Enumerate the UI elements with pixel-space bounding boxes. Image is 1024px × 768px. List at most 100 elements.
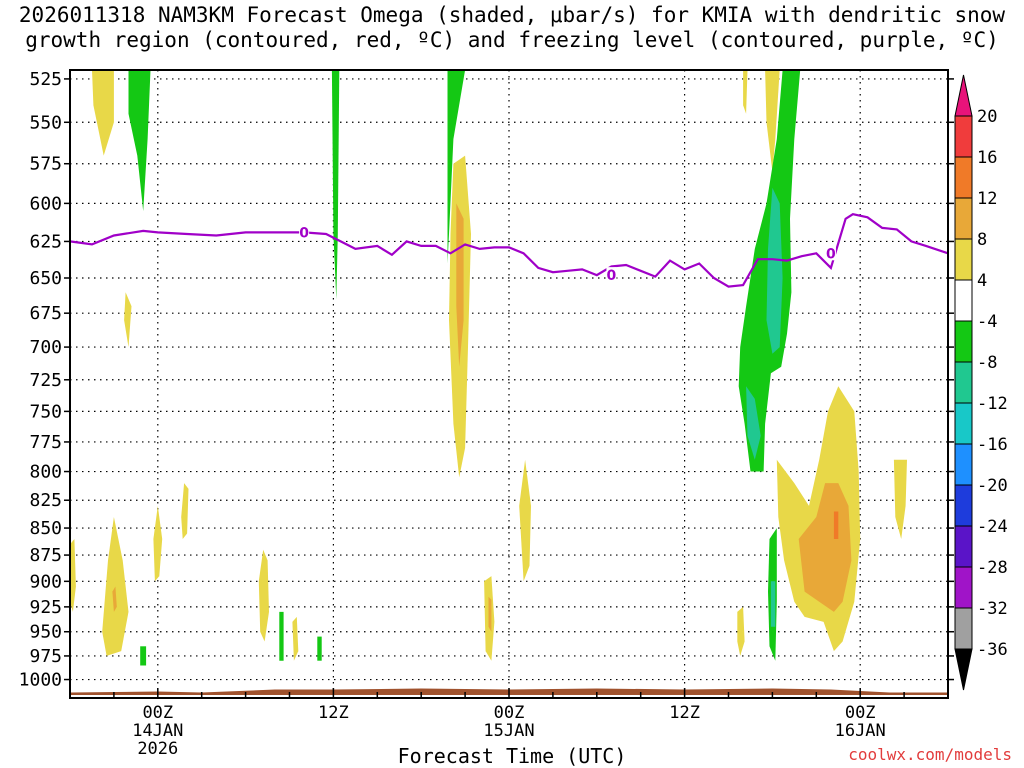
omega-region-4: [102, 517, 129, 656]
freezing-label-bg-0: [299, 224, 310, 240]
freezing-level-label-1: 0: [607, 268, 617, 284]
colorbar-label-8: -16: [977, 435, 1008, 455]
colorbar: 20 16 12 8 4 -4 -8 -12 -16 -20 -24 -28 -32 -36: [954, 74, 1008, 691]
omega-region-7: [153, 505, 163, 582]
colorbar-label-9: -20: [977, 476, 1008, 496]
chart-title-line-1: 2026011318 NAM3KM Forecast Omega (shaded…: [18, 3, 1006, 27]
omega-region-20: [743, 70, 748, 114]
y-tick-label-750: 750: [29, 401, 62, 422]
x-tick-date-54: 16JAN: [835, 721, 886, 741]
omega-region-1: [128, 70, 151, 212]
omega-region-27: [770, 581, 776, 627]
omega-region-12: [317, 636, 322, 661]
freezing-level-contour: 0 0 0: [69, 213, 949, 288]
omega-region-30: [833, 511, 839, 539]
x-tick-label-18: 12Z: [318, 703, 349, 723]
x-tick-year-6: 2026: [137, 739, 178, 759]
omega-region-18: [488, 596, 492, 632]
colorbar-cell-11: [954, 525, 973, 568]
x-tick-date-30: 15JAN: [483, 721, 534, 741]
y-tick-label-725: 725: [29, 370, 62, 391]
omega-region-0: [92, 70, 114, 156]
freezing-level-line-0: [69, 213, 949, 288]
y-axis: 525 550 575 600 625 650 675 700 725 750 775 800 825 8…: [19, 69, 954, 691]
colorbar-label-13: -36: [977, 640, 1008, 660]
omega-region-23: [766, 187, 783, 354]
y-tick-label-675: 675: [29, 303, 62, 324]
x-tick-date-6: 14JAN: [132, 721, 183, 741]
chart-title-line-2: growth region (contoured, red, ºC) and f…: [25, 28, 999, 52]
colorbar-cell-6: [954, 320, 973, 363]
colorbar-label-1: 16: [977, 148, 997, 168]
omega-region-16: [456, 203, 464, 367]
grid-lines: [70, 70, 948, 698]
y-tick-label-950: 950: [29, 622, 62, 643]
colorbar-cell-13: [954, 607, 973, 650]
plot-frame: [69, 69, 949, 699]
x-tick-label-30: 00Z: [494, 703, 525, 723]
y-tick-label-600: 600: [29, 193, 62, 214]
colorbar-cell-0: [954, 74, 973, 117]
colorbar-cell-9: [954, 443, 973, 486]
y-tick-label-975: 975: [29, 646, 62, 667]
colorbar-label-7: -12: [977, 394, 1008, 414]
colorbar-label-3: 8: [977, 230, 987, 250]
freezing-label-bg-1: [606, 267, 617, 283]
colorbar-cell-3: [954, 197, 973, 240]
freezing-level-label-0: 0: [299, 225, 309, 241]
freezing-label-bg-2: [825, 245, 836, 261]
omega-shading: [70, 70, 907, 666]
omega-region-11: [292, 616, 299, 661]
colorbar-cell-12: [954, 566, 973, 609]
colorbar-cell-4: [954, 238, 973, 281]
omega-region-24: [746, 386, 761, 460]
x-tick-label-6: 00Z: [142, 703, 173, 723]
colorbar-cell-14: [954, 648, 973, 691]
omega-region-31: [893, 459, 907, 539]
omega-region-19: [519, 459, 531, 582]
colorbar-cell-2: [954, 156, 973, 199]
y-tick-label-925: 925: [29, 597, 62, 618]
colorbar-label-11: -28: [977, 558, 1008, 578]
colorbar-label-4: 4: [977, 271, 987, 291]
omega-region-3: [70, 539, 76, 612]
y-tick-label-525: 525: [29, 69, 62, 90]
colorbar-label-0: 20: [977, 107, 997, 127]
y-tick-label-1000: 1000: [19, 670, 62, 691]
freezing-level-label-2: 0: [826, 246, 836, 262]
y-tick-label-775: 775: [29, 432, 62, 453]
y-tick-label-825: 825: [29, 490, 62, 511]
y-tick-label-800: 800: [29, 462, 62, 483]
y-tick-label-625: 625: [29, 231, 62, 252]
omega-region-13: [331, 70, 340, 300]
y-tick-label-700: 700: [29, 337, 62, 358]
y-tick-label-550: 550: [29, 112, 62, 133]
omega-region-9: [258, 549, 269, 642]
x-axis-label: Forecast Time (UTC): [397, 744, 627, 768]
y-tick-label-575: 575: [29, 154, 62, 175]
omega-region-8: [181, 483, 189, 539]
omega-region-25: [737, 606, 745, 656]
y-tick-label-650: 650: [29, 268, 62, 289]
omega-region-14: [447, 70, 466, 264]
colorbar-label-6: -8: [977, 353, 997, 373]
colorbar-cell-10: [954, 484, 973, 527]
colorbar-label-10: -24: [977, 517, 1008, 537]
y-tick-label-900: 900: [29, 571, 62, 592]
colorbar-label-2: 12: [977, 189, 997, 209]
colorbar-label-12: -32: [977, 599, 1008, 619]
omega-region-21: [765, 70, 780, 172]
colorbar-label-5: -4: [977, 312, 997, 332]
y-tick-label-875: 875: [29, 545, 62, 566]
omega-region-6: [140, 646, 147, 666]
colorbar-cell-5: [954, 279, 973, 322]
y-tick-label-850: 850: [29, 518, 62, 539]
colorbar-cell-8: [954, 402, 973, 445]
colorbar-cell-7: [954, 361, 973, 404]
omega-region-5: [112, 586, 117, 612]
colorbar-cell-1: [954, 115, 973, 158]
credit-text: coolwx.com/models: [848, 745, 1012, 764]
x-tick-label-42: 12Z: [669, 703, 700, 723]
